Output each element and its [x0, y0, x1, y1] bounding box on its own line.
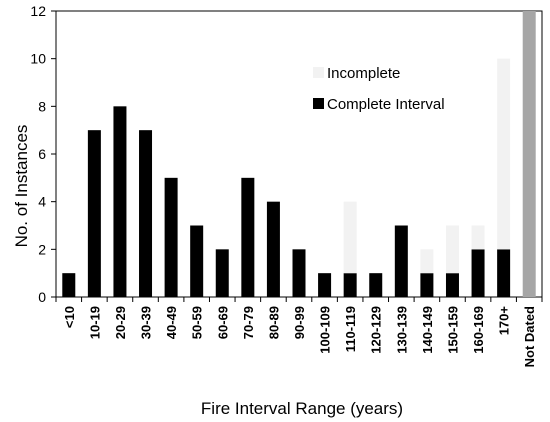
- axes: 0 2 4 6 8 10 12 <10 10-19 20-29 30-39 40-49 50-59 60-…: [30, 3, 543, 367]
- bar-complete-interval: [190, 225, 204, 297]
- x-tick-label: 150-159: [446, 306, 461, 354]
- bar-complete-interval: [471, 249, 485, 297]
- legend-swatch: [313, 98, 324, 109]
- x-tick-label: 130-139: [394, 306, 409, 354]
- bar-complete-interval: [420, 273, 434, 297]
- bar-complete-interval: [394, 225, 408, 297]
- bar-complete-interval: [164, 177, 178, 297]
- bar-complete-interval: [292, 249, 306, 297]
- bar-complete-interval: [87, 130, 101, 297]
- x-tick-label: 140-149: [420, 306, 435, 354]
- x-tick-label: 120-129: [369, 306, 384, 354]
- x-axis-title: Fire Interval Range (years): [201, 399, 403, 418]
- y-tick-label: 2: [38, 241, 46, 257]
- x-tick-label: Not Dated: [522, 306, 537, 367]
- bars: [62, 11, 536, 297]
- y-tick-label: 10: [30, 51, 46, 67]
- legend: Incomplete Complete Interval: [313, 65, 445, 113]
- bar-complete-interval: [62, 273, 76, 297]
- bar-incomplete: [343, 201, 357, 274]
- y-tick-label: 4: [38, 194, 46, 210]
- bar-complete-interval: [266, 201, 280, 297]
- bar-complete-interval: [445, 273, 459, 297]
- y-tick-label: 8: [38, 98, 46, 114]
- y-tick-label: 12: [30, 3, 46, 19]
- bar-complete-interval: [241, 177, 255, 297]
- bar-incomplete: [445, 225, 459, 274]
- bar-complete-interval: [343, 273, 357, 297]
- y-tick-label: 6: [38, 146, 46, 162]
- bar-complete-interval: [369, 273, 383, 297]
- bar-incomplete: [497, 58, 511, 250]
- x-tick-label: 60-69: [215, 306, 230, 339]
- x-tick-label: 170+: [497, 306, 512, 336]
- bar-series-2: [522, 11, 536, 297]
- legend-label: Incomplete: [327, 65, 400, 82]
- x-tick-label: 80-89: [266, 306, 281, 339]
- x-tick-label: 70-79: [241, 306, 256, 339]
- x-tick-label: 40-49: [164, 306, 179, 339]
- y-tick-label: 0: [38, 289, 46, 305]
- x-tick-label: 10-19: [87, 306, 102, 339]
- x-tick-label: 160-169: [471, 306, 486, 354]
- x-tick-label: 110-119: [343, 306, 358, 352]
- bar-incomplete: [420, 249, 434, 274]
- bar-complete-interval: [139, 130, 153, 297]
- y-axis-title: No. of Instances: [12, 125, 31, 248]
- bar-complete-interval: [215, 249, 229, 297]
- bar-complete-interval: [318, 273, 332, 297]
- x-tick-label: 50-59: [190, 306, 205, 339]
- bar-incomplete: [471, 225, 485, 250]
- bar-complete-interval: [497, 249, 511, 297]
- x-tick-label: 100-109: [318, 306, 333, 354]
- x-tick-label: <10: [62, 306, 77, 328]
- bar-complete-interval: [113, 106, 127, 297]
- x-tick-label: 20-29: [113, 306, 128, 339]
- x-tick-label: 90-99: [292, 306, 307, 339]
- legend-label: Complete Interval: [327, 96, 445, 113]
- x-tick-label: 30-39: [139, 306, 154, 339]
- legend-swatch: [313, 67, 324, 78]
